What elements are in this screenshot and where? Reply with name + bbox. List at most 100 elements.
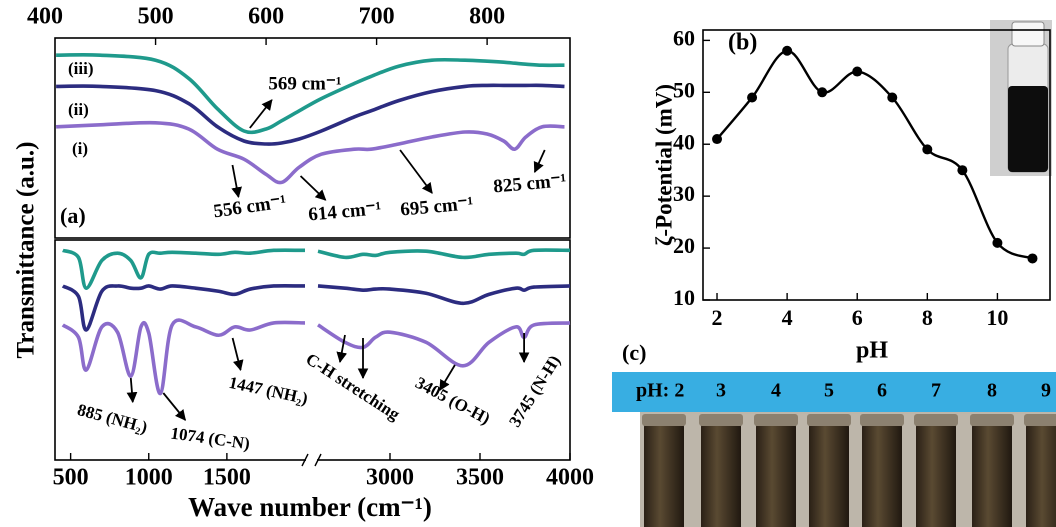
vial xyxy=(972,418,1012,527)
data-point xyxy=(957,165,968,176)
series-label: (ii) xyxy=(68,100,89,119)
series-line xyxy=(56,120,565,185)
y-tick-label: 50 xyxy=(673,77,695,102)
annotation-arrow xyxy=(399,149,433,194)
x-tick-label: 500 xyxy=(53,465,89,491)
x-tick-label: 1000 xyxy=(125,465,173,491)
x-tick-label: 3500 xyxy=(456,465,504,491)
inset-photo xyxy=(990,20,1052,176)
annotation: 695 cm⁻¹ xyxy=(399,193,474,220)
ph-label: 9 xyxy=(1041,380,1051,402)
series-label: (iii) xyxy=(68,59,94,78)
x-tick-label: 500 xyxy=(138,4,174,30)
x-tick-label: 1500 xyxy=(203,465,251,491)
axis-break-mark xyxy=(301,453,309,467)
plot-frame xyxy=(702,29,1051,301)
vial-cap xyxy=(914,414,958,426)
x-axis-label: Wave number (cm⁻¹) xyxy=(188,492,432,522)
data-point xyxy=(782,45,793,56)
series-line xyxy=(56,53,565,135)
series-line xyxy=(716,49,1033,260)
y-axis-label: Transmittance (a.u.) xyxy=(13,142,40,359)
annotation-arrow xyxy=(533,149,546,173)
annotation: 3405 (O-H) xyxy=(412,373,493,428)
axis-break-mark xyxy=(314,453,322,467)
vials xyxy=(642,414,1056,527)
vial-cap xyxy=(754,414,798,426)
ph-label: 7 xyxy=(931,380,941,402)
annotation: 825 cm⁻¹ xyxy=(492,170,567,197)
vial xyxy=(862,418,902,527)
y-tick-label: 10 xyxy=(673,285,695,310)
vial xyxy=(1026,418,1056,527)
x-tick-label: 600 xyxy=(248,4,284,30)
annotation: 3745 (N-H) xyxy=(505,352,564,431)
plot-frame xyxy=(54,37,571,239)
series-label: (i) xyxy=(72,139,88,158)
data-point xyxy=(817,87,828,98)
x-tick-label: 400 xyxy=(27,4,63,30)
x-axis-label: pH xyxy=(856,338,888,364)
ph-label: 4 xyxy=(771,380,781,402)
ph-band xyxy=(612,372,1056,412)
annotation-arrow xyxy=(231,164,242,199)
annotation: 1074 (C-N) xyxy=(169,423,251,453)
annotation-arrow xyxy=(336,334,348,364)
vial-cap xyxy=(860,414,904,426)
annotation: 556 cm⁻¹ xyxy=(212,191,287,222)
vial xyxy=(916,418,956,527)
ph-label: pH: 2 xyxy=(636,380,684,402)
x-tick-label: 800 xyxy=(469,4,505,30)
y-tick-label: 60 xyxy=(673,25,695,50)
annotation: C-H stretching xyxy=(302,349,403,424)
vial-cap xyxy=(699,414,743,426)
vial xyxy=(644,418,684,527)
series-line xyxy=(61,318,306,396)
y-tick-label: 30 xyxy=(673,181,695,206)
ph-label: 3 xyxy=(716,380,726,402)
series-line xyxy=(61,283,306,332)
panel-label: (a) xyxy=(60,203,86,228)
annotation-arrow xyxy=(439,364,456,391)
vial-cap xyxy=(642,414,686,426)
panel-label: (b) xyxy=(728,30,757,56)
vial-cap xyxy=(970,414,1014,426)
ph-label: 8 xyxy=(987,380,997,402)
annotation-arrow xyxy=(249,99,273,129)
x-tick-label: 3000 xyxy=(366,465,414,491)
series-line xyxy=(317,284,571,306)
y-tick-label: 40 xyxy=(673,129,695,154)
annotation: 569 cm⁻¹ xyxy=(268,73,341,94)
ph-label: 5 xyxy=(824,380,834,402)
vial-cap xyxy=(1024,414,1056,426)
x-tick-label: 700 xyxy=(359,4,395,30)
series-line xyxy=(317,248,571,260)
annotation-arrow xyxy=(299,175,327,201)
annotation: 885 (NH₂) xyxy=(75,400,149,437)
annotation: 614 cm⁻¹ xyxy=(307,198,382,225)
x-tick-label: 6 xyxy=(852,305,863,330)
data-point xyxy=(712,134,723,145)
data-point xyxy=(992,237,1003,248)
series-line xyxy=(56,83,565,146)
x-tick-label: 4 xyxy=(782,305,793,330)
vial xyxy=(756,418,796,527)
data-point xyxy=(747,92,758,103)
data-point xyxy=(852,66,863,77)
annotation: 1447 (NH₂) xyxy=(227,373,309,408)
axis-break-gap xyxy=(306,457,317,463)
x-tick-label: 2 xyxy=(712,305,723,330)
annotation-arrow xyxy=(231,337,244,372)
series-line xyxy=(317,321,571,368)
vial xyxy=(701,418,741,527)
data-point xyxy=(1027,253,1038,264)
data-point xyxy=(887,92,898,103)
panel-label: (c) xyxy=(622,340,646,365)
annotation-arrow xyxy=(126,377,138,404)
y-tick-label: 20 xyxy=(673,233,695,258)
x-tick-label: 4000 xyxy=(546,465,594,491)
y-axis-label: ζ-Potential (mV) xyxy=(651,84,676,246)
ph-label: 6 xyxy=(877,380,887,402)
vial-cap xyxy=(807,414,851,426)
series-line xyxy=(62,248,306,290)
